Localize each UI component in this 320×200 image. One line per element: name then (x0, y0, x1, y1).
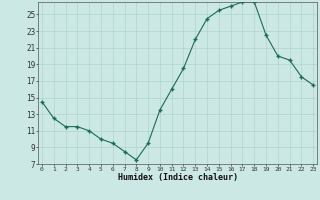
X-axis label: Humidex (Indice chaleur): Humidex (Indice chaleur) (118, 173, 238, 182)
